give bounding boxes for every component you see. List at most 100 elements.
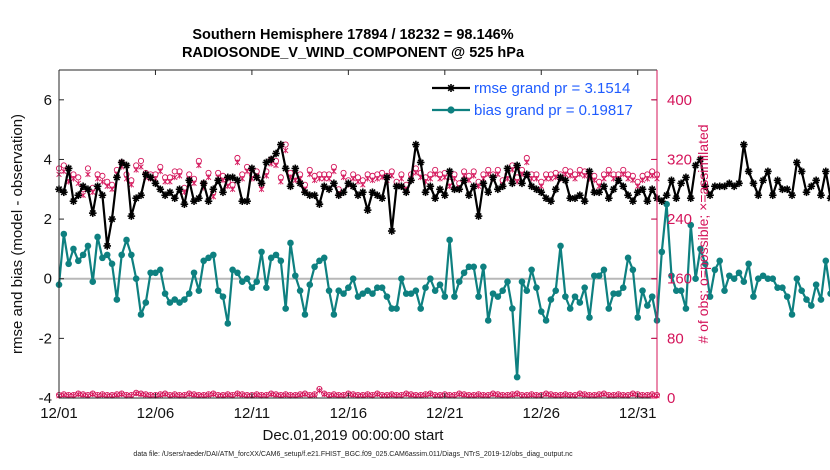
rmse-point	[315, 200, 324, 208]
obs-assimilated-marker	[625, 176, 631, 182]
bias-point	[793, 275, 801, 283]
rmse-point	[469, 182, 478, 191]
bias-point	[494, 293, 502, 300]
plot-area-group	[59, 70, 657, 398]
bias-series-group	[55, 200, 830, 381]
bias-point	[537, 308, 545, 315]
bias-point	[586, 314, 593, 321]
y-left-tick-label: 0	[44, 271, 52, 288]
obs-assimilated-marker	[316, 387, 323, 394]
rmse-point	[98, 191, 107, 200]
rmse-point	[339, 188, 348, 197]
bias-point	[156, 266, 164, 274]
obs-assimilated-marker	[340, 174, 347, 181]
obs-assimilated-marker	[422, 392, 429, 398]
rmse-marker-stroke	[504, 165, 511, 172]
bias-point	[282, 305, 289, 312]
y-left-tick-label: -4	[39, 390, 52, 407]
rmse-marker-stroke	[137, 192, 145, 199]
rmse-marker-stroke	[84, 186, 92, 193]
bias-point	[706, 293, 714, 300]
bias-point	[378, 284, 386, 291]
rmse-point	[238, 197, 247, 205]
bias-point	[359, 290, 367, 297]
bias-point	[383, 293, 391, 300]
bias-point	[152, 269, 159, 277]
obs-assimilated-marker	[282, 147, 289, 154]
bias-point	[128, 251, 135, 259]
obs-assimilated-marker	[562, 171, 569, 178]
rmse-marker-stroke	[335, 192, 342, 199]
bias-point	[103, 251, 111, 259]
rmse-marker-stroke	[509, 180, 516, 187]
bias-point	[475, 293, 482, 300]
rmse-point	[359, 188, 367, 197]
rmse-marker-stroke	[104, 242, 111, 250]
rmse-marker-stroke	[94, 183, 101, 190]
x-tick-label: 12/26	[522, 405, 560, 422]
bias-point	[446, 236, 453, 244]
obs-assimilated-marker	[374, 176, 381, 182]
bias-point	[393, 305, 400, 312]
rmse-marker-stroke	[243, 197, 251, 205]
y-right-tick-label: 400	[667, 92, 692, 109]
obs-assimilated-marker	[326, 176, 332, 182]
obs-assimilated-marker	[538, 183, 544, 190]
rmse-point	[460, 176, 468, 185]
bias-point	[808, 302, 815, 309]
bias-point	[147, 269, 154, 277]
rmse-marker-stroke	[697, 156, 704, 163]
rmse-marker-stroke	[340, 189, 347, 196]
obs-assimilated-marker	[210, 391, 217, 398]
bias-point	[605, 305, 613, 312]
rmse-marker-stroke	[79, 183, 87, 190]
bias-point	[812, 281, 820, 288]
bias-point	[769, 275, 777, 283]
obs-assimilated-marker	[601, 176, 607, 182]
bias-point	[166, 299, 174, 306]
rmse-point	[363, 206, 372, 214]
chart-title-line1: Southern Hemisphere 17894 / 18232 = 98.1…	[192, 27, 514, 43]
rmse-marker-stroke	[769, 192, 776, 199]
rmse-point	[219, 188, 227, 197]
rmse-point	[426, 182, 435, 191]
bias-point	[108, 260, 116, 268]
rmse-marker-stroke	[788, 192, 796, 199]
rmse-point	[113, 173, 121, 182]
obs-assimilated-marker	[321, 391, 327, 398]
rmse-point	[614, 176, 623, 185]
bias-point	[263, 284, 270, 291]
rmse-marker-stroke	[417, 159, 424, 166]
rmse-marker-stroke	[325, 186, 333, 193]
bias-point	[422, 284, 429, 291]
rmse-marker-stroke	[750, 180, 757, 187]
legend-group: rmse grand pr = 3.1514 bias grand pr = 0.…	[432, 80, 633, 119]
rmse-point	[320, 182, 329, 191]
rmse-point	[826, 194, 830, 203]
rmse-point	[484, 188, 493, 197]
rmse-marker-stroke	[359, 189, 367, 196]
obs-assimilated-marker	[456, 391, 462, 398]
rmse-marker-stroke	[764, 168, 772, 175]
rmse-marker-stroke	[706, 192, 714, 199]
bias-point	[340, 290, 347, 297]
obs-assimilated-marker	[167, 179, 173, 185]
rmse-point	[137, 191, 145, 200]
bias-point	[697, 245, 704, 253]
obs-assimilated-marker	[114, 392, 120, 398]
bias-point	[364, 287, 371, 294]
x-tick-label: 12/11	[234, 405, 270, 422]
rmse-point	[127, 212, 136, 220]
rmse-point	[508, 179, 517, 188]
bias-point	[730, 275, 738, 283]
rmse-marker-stroke	[292, 165, 299, 172]
obs-assimilated-marker	[254, 392, 260, 398]
rmse-point	[672, 194, 681, 203]
obs-possible-marker	[75, 174, 82, 181]
rmse-marker-stroke	[176, 186, 183, 193]
rmse-marker-stroke	[542, 194, 550, 202]
data-file-caption: data file: /Users/raeder/DAI/ATM_forcXX/…	[133, 451, 573, 458]
y-right-tick-label: 240	[667, 211, 692, 228]
y-left-tick-label: -2	[39, 330, 52, 347]
rmse-marker-stroke	[677, 180, 685, 187]
